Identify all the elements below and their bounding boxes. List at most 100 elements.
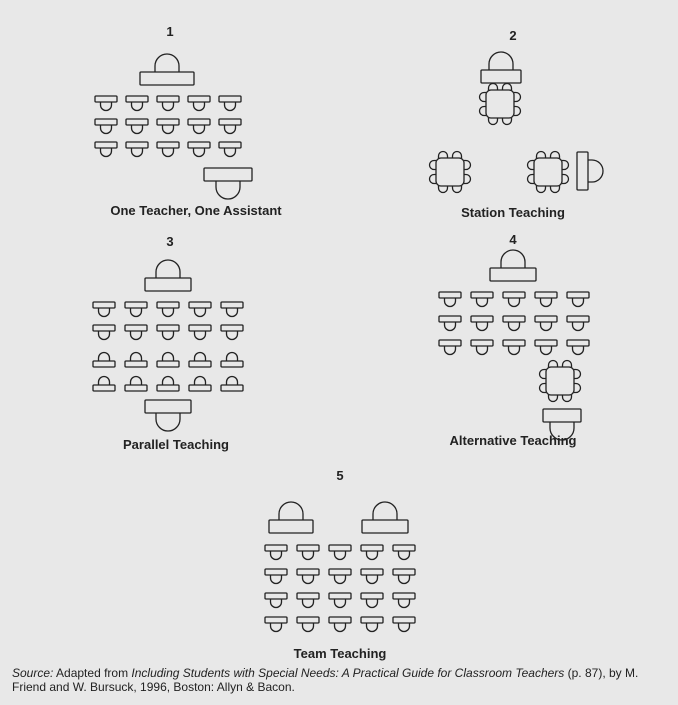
panel-4-number: 4 (509, 232, 517, 247)
source-text-before: Adapted from (53, 666, 132, 680)
panel-1-caption: One Teacher, One Assistant (110, 203, 282, 218)
teacher-desk (268, 501, 314, 534)
student-desk (156, 118, 180, 135)
student-desk (218, 118, 242, 135)
student-desk (566, 339, 590, 356)
student-desk (94, 141, 118, 158)
group-table (428, 150, 472, 194)
student-desk (94, 118, 118, 135)
teacher-desk (361, 501, 409, 534)
student-desk (156, 141, 180, 158)
student-desk (156, 301, 180, 318)
student-desk (218, 141, 242, 158)
student-desk (124, 375, 148, 392)
student-desk (392, 568, 416, 585)
source-label: Source: (12, 666, 54, 680)
group-table (526, 150, 570, 194)
student-desk (296, 616, 320, 633)
student-desk (188, 301, 212, 318)
student-desk (264, 592, 288, 609)
student-desk (125, 141, 149, 158)
student-desk (360, 568, 384, 585)
student-desk (566, 291, 590, 308)
student-desk (264, 616, 288, 633)
student-desk (534, 339, 558, 356)
panel-3-number: 3 (166, 234, 174, 249)
student-desk (264, 568, 288, 585)
student-desk (156, 375, 180, 392)
group-table (538, 359, 582, 403)
student-desk (438, 339, 462, 356)
student-desk (296, 568, 320, 585)
panel-1-number: 1 (166, 24, 174, 39)
student-desk (360, 544, 384, 561)
panel-4-layout (438, 249, 590, 441)
teacher-desk (203, 167, 253, 200)
panel-5-caption: Team Teaching (293, 646, 387, 661)
student-desk (124, 351, 148, 368)
student-desk (187, 95, 211, 112)
teacher-desk (489, 249, 537, 282)
student-desk (392, 616, 416, 633)
student-desk (188, 375, 212, 392)
student-desk (220, 324, 244, 341)
student-desk (156, 351, 180, 368)
student-desk (470, 315, 494, 332)
student-desk (187, 141, 211, 158)
student-desk (94, 95, 118, 112)
student-desk (220, 351, 244, 368)
student-desk (264, 544, 288, 561)
student-desk (125, 95, 149, 112)
student-desk (534, 315, 558, 332)
panel-2-caption: Station Teaching (461, 205, 565, 220)
teacher-desk (144, 259, 192, 292)
student-desk (296, 592, 320, 609)
student-desk (392, 592, 416, 609)
teacher-desk (144, 399, 192, 432)
student-desk (534, 291, 558, 308)
group-table (478, 82, 522, 126)
source-citation: Source: Adapted from Including Students … (12, 666, 668, 694)
teacher-desk (542, 408, 582, 441)
student-desk (125, 118, 149, 135)
student-desk (328, 592, 352, 609)
student-desk (438, 315, 462, 332)
student-desk (92, 301, 116, 318)
source-book-title: Including Students with Special Needs: A… (131, 666, 565, 680)
student-desk (502, 291, 526, 308)
panel-4-caption: Alternative Teaching (449, 433, 577, 448)
panel-5-number: 5 (336, 468, 344, 483)
student-desk (360, 616, 384, 633)
student-desk (328, 616, 352, 633)
panel-1-layout (94, 53, 253, 200)
student-desk (124, 324, 148, 341)
panel-2-layout (428, 51, 604, 194)
student-desk (92, 375, 116, 392)
panel-5-layout (264, 501, 416, 633)
student-desk (188, 351, 212, 368)
teacher-desk (576, 151, 604, 191)
teacher-desk (480, 51, 522, 84)
panel-3-layout (92, 259, 244, 432)
student-desk (470, 291, 494, 308)
student-desk (218, 95, 242, 112)
student-desk (502, 339, 526, 356)
student-desk (502, 315, 526, 332)
student-desk (328, 544, 352, 561)
student-desk (156, 95, 180, 112)
student-desk (188, 324, 212, 341)
student-desk (92, 324, 116, 341)
source-text-after: (p. 87), by M. Friend and W. Bursuck, 19… (12, 666, 639, 694)
student-desk (296, 544, 320, 561)
panel-3-caption: Parallel Teaching (123, 437, 229, 452)
teacher-desk (139, 53, 195, 86)
student-desk (92, 351, 116, 368)
student-desk (156, 324, 180, 341)
student-desk (328, 568, 352, 585)
student-desk (360, 592, 384, 609)
student-desk (438, 291, 462, 308)
student-desk (392, 544, 416, 561)
panel-2-number: 2 (509, 28, 517, 43)
